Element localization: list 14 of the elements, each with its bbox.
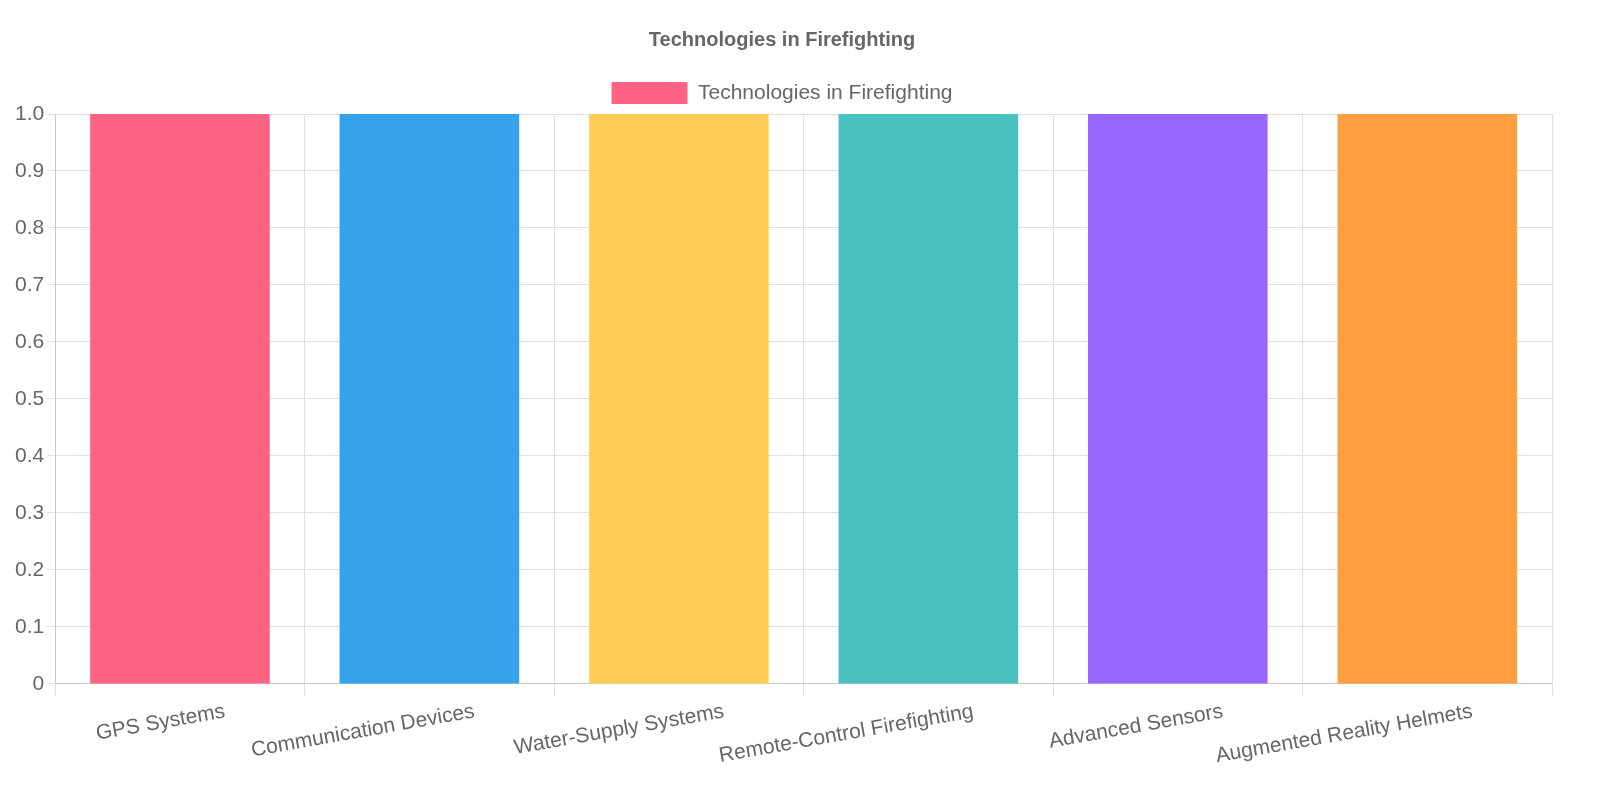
y-tick-label: 0.5 [14, 385, 45, 409]
legend-label: Technologies in Firefighting [698, 79, 953, 103]
y-tick-label: 0.6 [14, 328, 45, 352]
y-tick-label: 0.8 [14, 214, 45, 238]
y-tick-label: 0.7 [14, 271, 45, 295]
y-tick-label: 0.4 [14, 442, 45, 466]
y-tick-label: 0 [32, 670, 45, 694]
y-tick-label: 1.0 [14, 100, 45, 124]
y-tick-label: 0.3 [14, 499, 45, 523]
y-tick-label: 0.1 [14, 613, 45, 637]
y-tick-label: 0.9 [14, 157, 45, 181]
chart-title: Technologies in Firefighting [648, 27, 916, 50]
x-tick-label: GPS Systems [93, 698, 227, 744]
y-tick-label: 0.2 [14, 556, 45, 580]
